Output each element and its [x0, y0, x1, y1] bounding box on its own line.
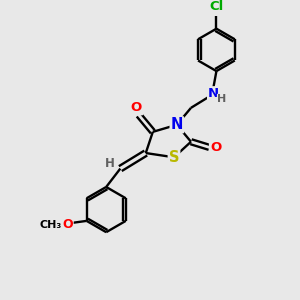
Text: N: N	[208, 87, 219, 100]
Text: H: H	[218, 94, 227, 104]
Text: Cl: Cl	[209, 0, 224, 13]
Text: S: S	[169, 150, 179, 165]
Text: CH₃: CH₃	[40, 220, 62, 230]
Text: O: O	[131, 101, 142, 114]
Text: O: O	[210, 141, 221, 154]
Text: N: N	[171, 117, 183, 132]
Text: H: H	[105, 157, 115, 170]
Text: O: O	[62, 218, 73, 231]
